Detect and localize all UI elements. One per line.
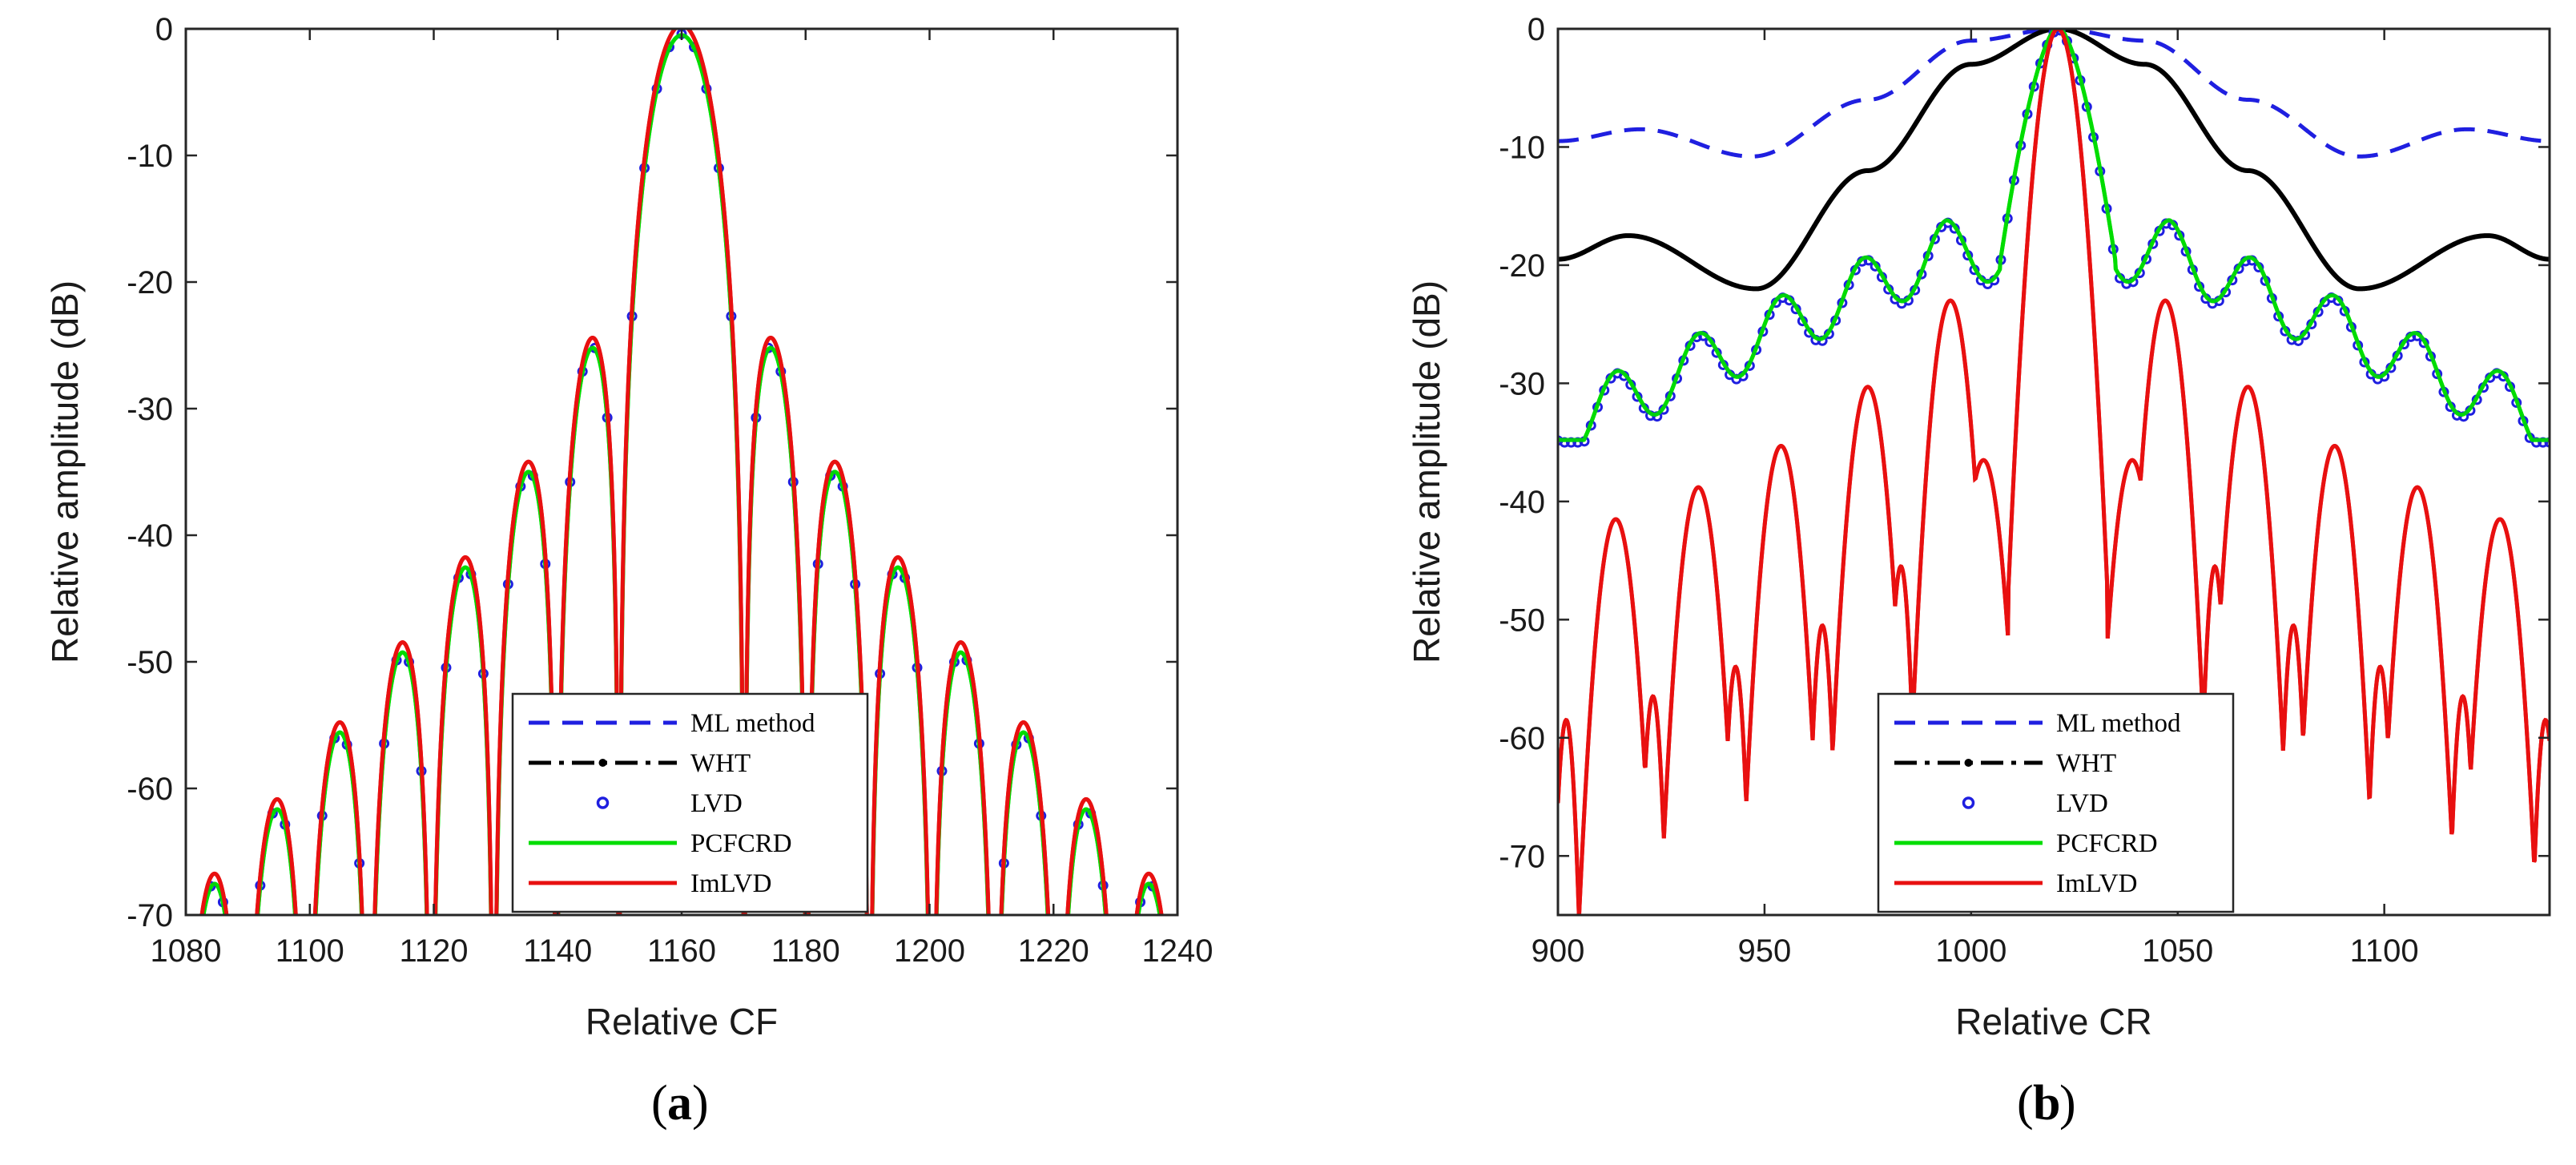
legend-label: ImLVD — [2056, 869, 2137, 898]
y-tick-label: -20 — [1499, 248, 1545, 284]
panel-label-a-text: a — [667, 1076, 692, 1131]
svg-text:(: ( — [2017, 1076, 2034, 1131]
svg-text:): ) — [692, 1076, 709, 1131]
y-tick-label: -40 — [127, 518, 173, 554]
svg-text:(: ( — [651, 1076, 668, 1131]
series-line-ml-method — [1558, 29, 2550, 159]
x-tick-label: 1220 — [1018, 933, 1089, 969]
y-tick-label: -60 — [127, 772, 173, 807]
legend-label: ML method — [690, 709, 815, 738]
legend-label: PCFCRD — [690, 829, 792, 858]
y-tick-label: -30 — [127, 392, 173, 427]
legend-label: WHT — [2056, 749, 2116, 778]
y-tick-label: -50 — [127, 645, 173, 680]
lvd-marker — [2544, 437, 2550, 448]
legend-label: ML method — [2056, 709, 2181, 738]
legend-item: LVD — [596, 789, 743, 818]
x-tick-label: 1000 — [1935, 933, 2006, 969]
legend-label: WHT — [690, 749, 751, 778]
chart-panel-a: 1080 1100 1120 1140 1160 1180 1200 1220 1240 0 -10… — [44, 12, 1213, 1131]
legend-item: ImLVD — [1894, 869, 2137, 898]
legend-swatch-dot — [1964, 759, 1973, 767]
legend-swatch-dot — [598, 759, 607, 767]
y-axis-label-a: Relative amplitude (dB) — [44, 280, 86, 663]
y-tick-label: -60 — [1499, 721, 1545, 756]
x-tick-label: 1100 — [276, 933, 344, 969]
legend-label: PCFCRD — [2056, 829, 2158, 858]
x-tick-label: 900 — [1532, 933, 1585, 969]
ticks-a: 1080 1100 1120 1140 1160 1180 1200 1220 1240 0 -10… — [127, 12, 1213, 969]
x-tick-label: 1240 — [1142, 933, 1214, 969]
series-overlay-pcfcrd — [1558, 29, 2550, 442]
legend-item: ML method — [529, 709, 815, 738]
legend-item: WHT — [529, 749, 751, 778]
x-tick-label: 1200 — [894, 933, 965, 969]
axes-frame-b — [1556, 27, 2551, 917]
series-line-wht — [1558, 29, 2550, 292]
y-tick-label: 0 — [1527, 12, 1545, 47]
legend-label: LVD — [690, 789, 743, 818]
x-axis-label-a: Relative CF — [586, 1001, 778, 1042]
ticks-b: 900 950 1000 1050 1100 0 -10 -20 -30 -40 -50 -60 -70 — [1499, 12, 2550, 969]
series-line-pcfcrd — [1558, 29, 2550, 442]
x-tick-label: 1140 — [523, 933, 592, 969]
y-tick-label: 0 — [155, 12, 173, 47]
x-tick-label: 950 — [1738, 933, 1792, 969]
legend-item: PCFCRD — [1894, 829, 2158, 858]
x-tick-label: 1080 — [151, 933, 222, 969]
chart-panel-b: 900 950 1000 1050 1100 0 -10 -20 -30 -40 -50 -60 -70… — [1406, 12, 2551, 1131]
legend-label: LVD — [2056, 789, 2108, 818]
legend-label: ImLVD — [690, 869, 771, 898]
x-tick-label: 1180 — [771, 933, 840, 969]
legend-swatch — [596, 796, 610, 809]
legend-item: LVD — [1962, 789, 2108, 818]
legend-box — [511, 692, 869, 913]
panel-label-b: ( b ) — [2017, 1076, 2076, 1131]
y-tick-label: -70 — [1499, 839, 1545, 874]
x-tick-label: 1050 — [2142, 933, 2213, 969]
y-tick-label: -20 — [127, 265, 173, 300]
x-axis-label-b: Relative CR — [1955, 1001, 2151, 1042]
y-tick-label: -50 — [1499, 603, 1545, 638]
panel-label-b-text: b — [2033, 1076, 2060, 1131]
series-overlay-imlvd — [1558, 29, 2550, 915]
y-tick-label: -40 — [1499, 485, 1545, 520]
legend-item: WHT — [1894, 749, 2116, 778]
legend-item: PCFCRD — [529, 829, 792, 858]
y-tick-label: -30 — [1499, 366, 1545, 401]
x-tick-label: 1160 — [647, 933, 716, 969]
legend-swatch — [1962, 796, 1975, 809]
series-overlay-imlvd — [199, 29, 1164, 915]
x-tick-label: 1120 — [399, 933, 468, 969]
panel-label-a: ( a ) — [651, 1076, 709, 1131]
x-tick-label: 1100 — [2350, 933, 2419, 969]
legend-b: ML method WHT LVD PCFCRD ImLVD — [1877, 692, 2235, 913]
y-tick-label: -10 — [1499, 130, 1545, 165]
legend-item: ML method — [1894, 709, 2181, 738]
svg-text:): ) — [2059, 1076, 2076, 1131]
y-axis-label-b: Relative amplitude (dB) — [1406, 280, 1447, 663]
legend-box — [1877, 692, 2235, 913]
y-tick-label: -10 — [127, 139, 173, 174]
y-tick-label: -70 — [127, 898, 173, 933]
legend-a: ML method WHT LVD PCFCRD ImLVD — [511, 692, 869, 913]
legend-item: ImLVD — [529, 869, 771, 898]
